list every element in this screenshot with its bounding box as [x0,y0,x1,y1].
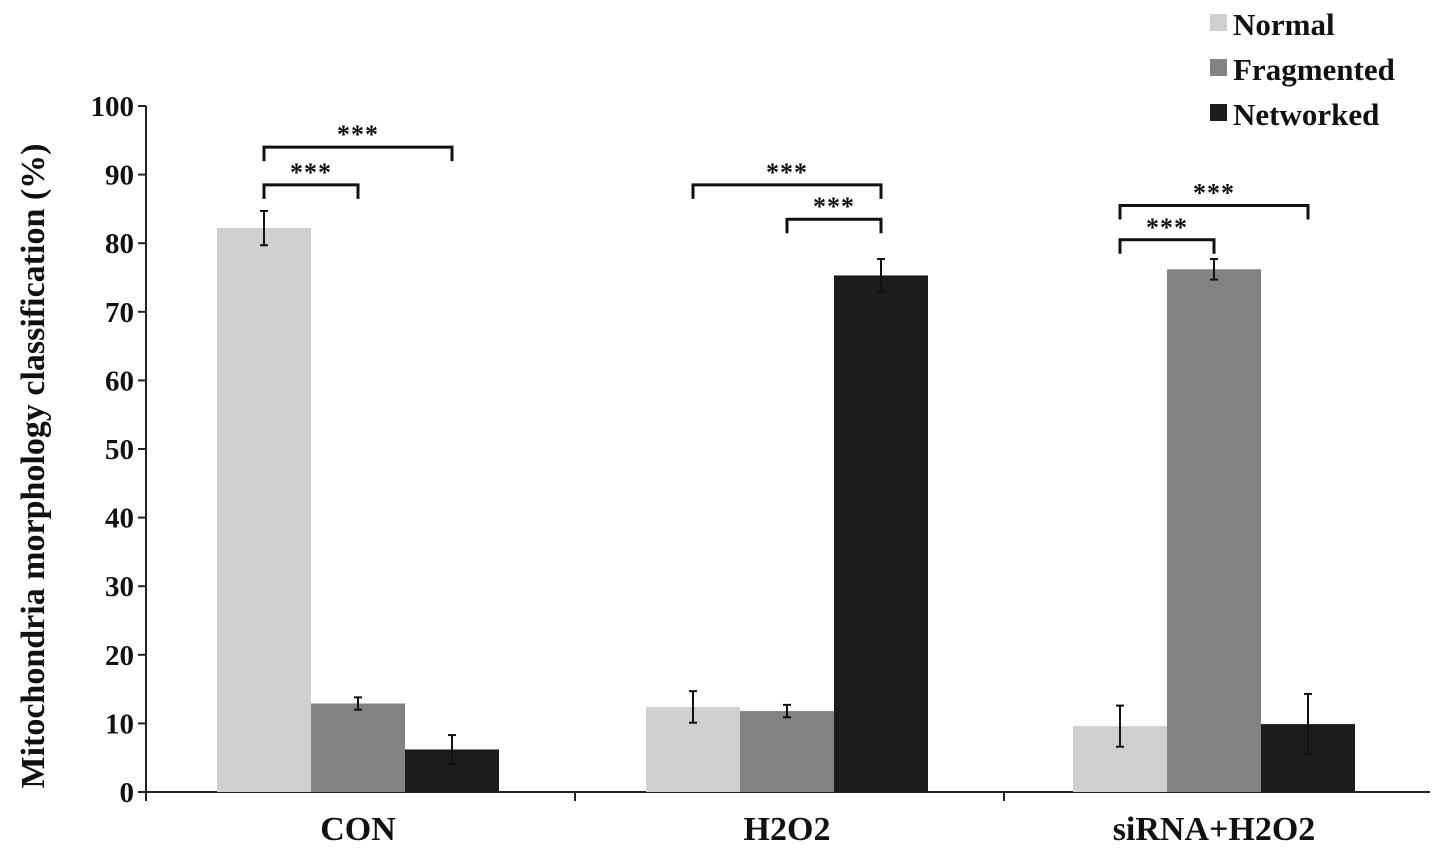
significance-label: *** [813,192,855,221]
significance-bracket [1118,203,1310,220]
significance-bracket [262,145,454,162]
legend-label: Fragmented [1233,52,1395,87]
bar [740,711,834,792]
significance-label: *** [766,158,808,187]
y-tick-label: 10 [105,708,134,740]
legend-swatch [1210,104,1227,121]
bar [311,703,405,792]
legend-label: Networked [1233,97,1379,132]
significance-label: *** [290,158,332,187]
significance-label: *** [1146,213,1188,242]
y-tick-label: 30 [105,571,134,603]
y-tick-label: 70 [105,297,134,329]
y-tick-label: 0 [120,777,135,809]
y-tick-label: 40 [105,503,134,535]
x-tick-label: siRNA+H2O2 [1113,811,1316,848]
legend: Normal Fragmented Networked [1210,7,1395,132]
significance-bracket [691,183,883,199]
significance-bracket [262,183,360,199]
y-tick-label: 50 [105,434,134,466]
significance-brackets: ****************** [262,120,1310,254]
significance-label: *** [337,120,379,149]
significance-bracket [1118,238,1216,254]
legend-label: Normal [1233,7,1335,42]
axes: 0 10 20 30 40 50 60 70 80 90 100 CON H2O2 siRNA+H2O2 [91,91,1430,848]
x-tick-label: H2O2 [744,811,831,848]
significance-label: *** [1193,178,1235,207]
significance-bracket [785,217,883,234]
y-tick-label: 80 [105,228,134,260]
y-tick-label: 60 [105,365,134,397]
bar [217,228,311,792]
y-tick-label: 90 [105,160,134,192]
y-axis-title: Mitochondria morphology classification (… [15,143,52,788]
x-tick-label: CON [320,811,396,848]
bar [834,275,928,792]
legend-swatch [1210,59,1227,76]
y-tick-label: 20 [105,640,134,672]
bars [217,209,1355,792]
legend-swatch [1210,14,1227,31]
bar [1167,269,1261,792]
y-tick-label: 100 [91,91,135,123]
